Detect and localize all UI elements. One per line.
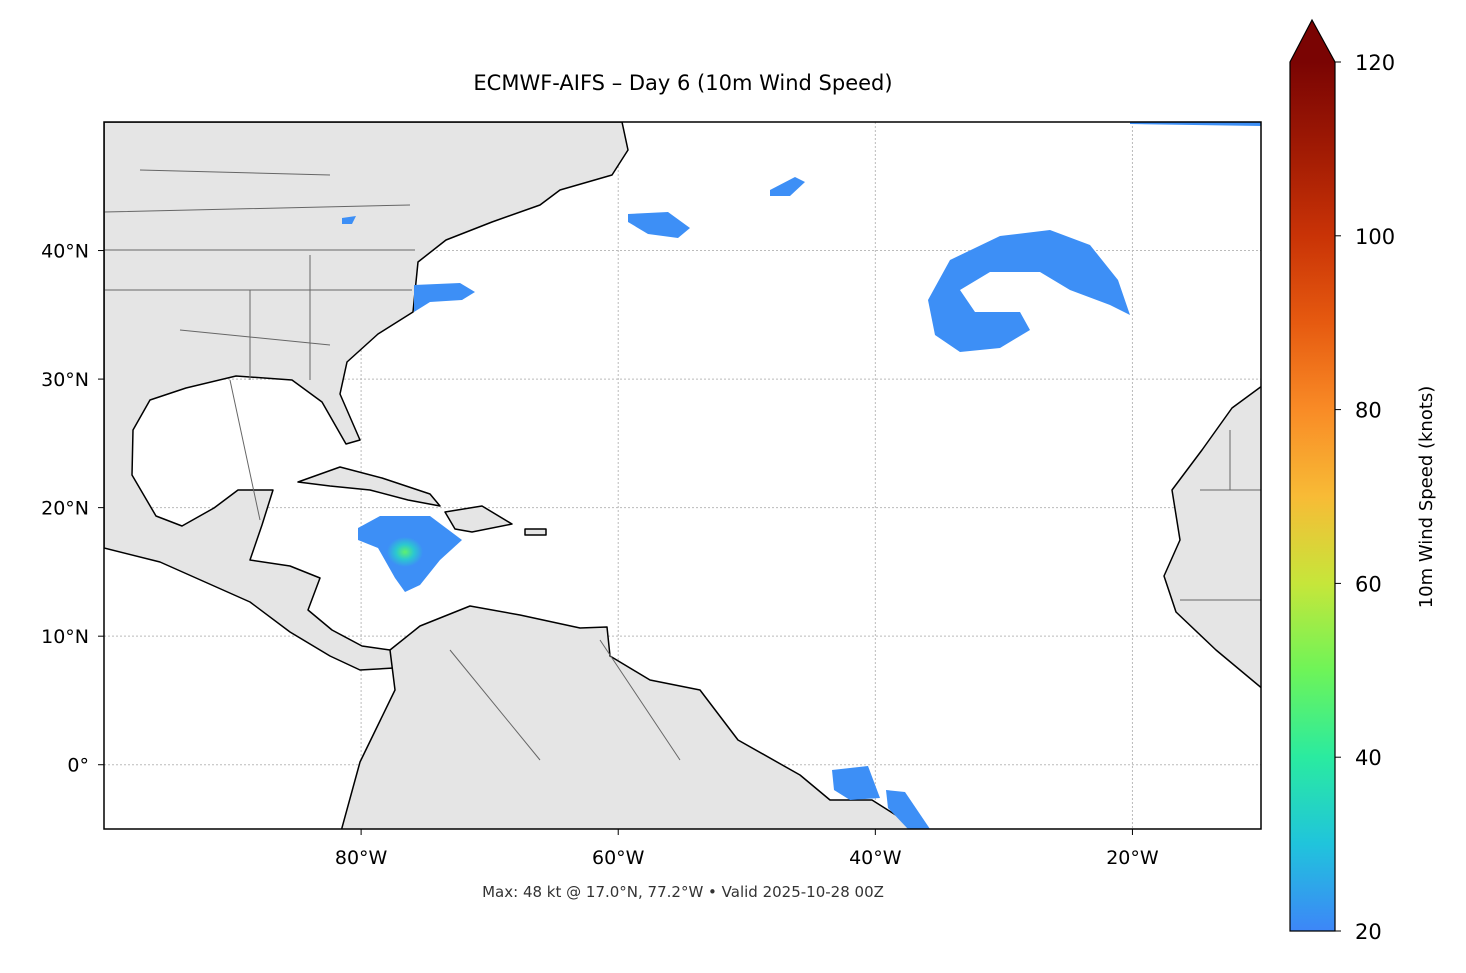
wind-swath xyxy=(628,212,690,238)
colorbar-tick-label: 80 xyxy=(1355,399,1382,423)
colorbar: 10m Wind Speed (knots) 20 40 60 80 100 120 xyxy=(1289,18,1437,944)
colorbar-tick-label: 100 xyxy=(1355,225,1395,249)
colorbar-tick-label: 60 xyxy=(1355,572,1382,596)
map xyxy=(104,122,1261,829)
south-america xyxy=(340,605,924,829)
x-tick-label: 80°W xyxy=(335,847,388,869)
colorbar-tick-label: 20 xyxy=(1355,920,1382,944)
wind-swath xyxy=(832,766,880,800)
wind-swath xyxy=(928,230,1130,352)
wind-swath xyxy=(1130,122,1261,126)
y-tick-label: 10°N xyxy=(41,626,89,648)
colorbar-extend-arrow xyxy=(1290,20,1335,62)
wind-swath xyxy=(342,216,356,224)
x-tick-label: 40°W xyxy=(849,847,902,869)
cuba xyxy=(297,466,441,507)
map-frame xyxy=(103,121,1262,830)
colorbar-tick-label: 40 xyxy=(1355,746,1382,770)
y-tick-label: 0° xyxy=(67,755,89,777)
colorbar-tick-label: 120 xyxy=(1355,51,1395,75)
x-tick-label: 20°W xyxy=(1106,847,1159,869)
north-america xyxy=(104,122,629,671)
colorbar-frame xyxy=(1289,18,1336,932)
borders xyxy=(104,169,1261,761)
chart-title: ECMWF-AIFS – Day 6 (10m Wind Speed) xyxy=(473,71,892,95)
y-tick-label: 30°N xyxy=(41,369,89,391)
colorbar-gradient xyxy=(1290,62,1335,931)
wind-swath xyxy=(770,177,805,196)
africa xyxy=(1163,385,1261,689)
x-tick-label: 60°W xyxy=(592,847,645,869)
y-tick-label: 20°N xyxy=(41,498,89,520)
puerto-rico xyxy=(524,528,547,536)
footer-note: Max: 48 kt @ 17.0°N, 77.2°W • Valid 2025… xyxy=(482,883,884,901)
hispaniola xyxy=(444,505,513,533)
wind-swath xyxy=(886,790,930,829)
y-tick-label: 40°N xyxy=(41,241,89,263)
wind-swath xyxy=(414,283,475,312)
colorbar-label: 10m Wind Speed (knots) xyxy=(1416,386,1437,609)
wind-maximum xyxy=(387,537,423,567)
